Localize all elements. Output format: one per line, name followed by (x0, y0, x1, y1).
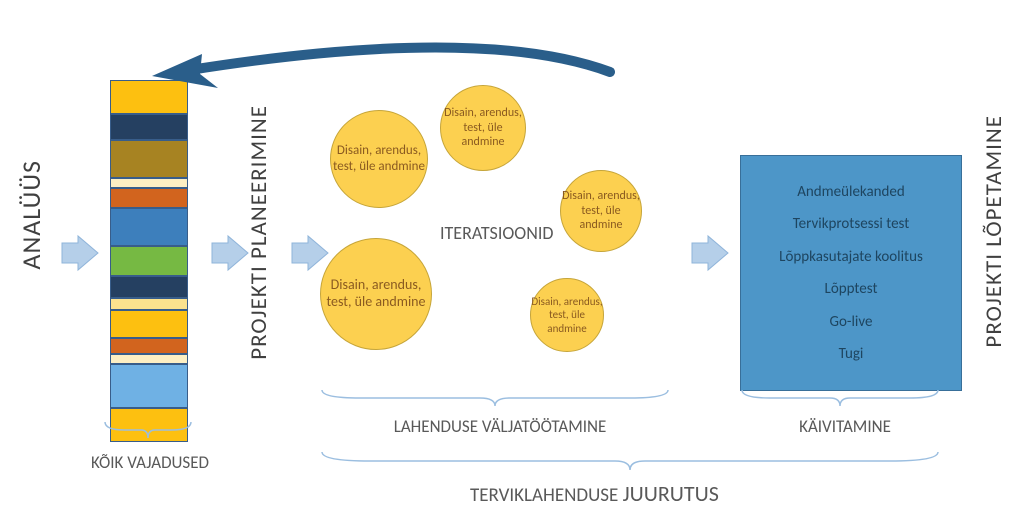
label-lopetamine: PROJEKTI LÕPETAMINE (980, 115, 1008, 348)
label-juurutus-a: TERVIKLAHENDUSE (470, 484, 618, 507)
stack-segment (110, 114, 188, 140)
feedback-arrow (130, 30, 630, 100)
stack-segment (110, 354, 188, 364)
stack-segment (110, 178, 188, 188)
launch-box: Andmeülekanded Tervikprotsessi test Lõppka… (740, 155, 962, 391)
stack-segment (110, 188, 188, 208)
label-kaivitamine: KÄIVITAMINE (780, 416, 910, 437)
stack-segment (110, 298, 188, 310)
needs-stack (110, 80, 188, 442)
flow-arrow-icon (210, 233, 250, 273)
launch-item: Tervikprotsessi test (793, 215, 910, 233)
label-juurutus-b: JUURUTUS (623, 480, 719, 507)
label-iteratsioonid: ITERATSIOONID (440, 222, 553, 244)
launch-item: Lõppkasutajate koolitus (779, 248, 923, 266)
brace-kaivitamine (740, 388, 940, 410)
stack-segment (110, 364, 188, 408)
stack-segment (110, 276, 188, 298)
iteration-circle: Disain, arendus, test, üle andmine (330, 110, 428, 208)
launch-item: Andmeülekanded (797, 183, 905, 201)
stack-segment (110, 310, 188, 338)
stack-segment (110, 208, 188, 246)
flow-arrow-icon (290, 233, 330, 273)
launch-item: Tugi (839, 345, 864, 363)
iteration-circle: Disain, arendus, test, üle andmine (320, 238, 432, 350)
label-juurutus: TERVIKLAHENDUSE JUURUTUS (470, 480, 719, 507)
flow-arrow-icon (690, 233, 730, 273)
label-vajadused: KÕIK VAJADUSED (80, 452, 220, 473)
launch-item: Lõpptest (825, 280, 878, 298)
brace-stack (103, 420, 193, 442)
launch-item: Go-live (830, 313, 873, 331)
stack-segment (110, 140, 188, 178)
brace-juurutus (320, 450, 940, 474)
stack-segment (110, 338, 188, 354)
label-lahenduse: LAHENDUSE VÄLJATÖÖTAMINE (370, 416, 630, 437)
stack-segment (110, 246, 188, 276)
flow-arrow-icon (60, 233, 100, 273)
iteration-circle: Disain, arendus, test, üle andmine (530, 278, 604, 352)
iteration-circle: Disain, arendus, test, üle andmine (560, 170, 642, 252)
brace-lahenduse (320, 388, 670, 410)
label-analuus: ANALÜÜS (15, 160, 47, 270)
